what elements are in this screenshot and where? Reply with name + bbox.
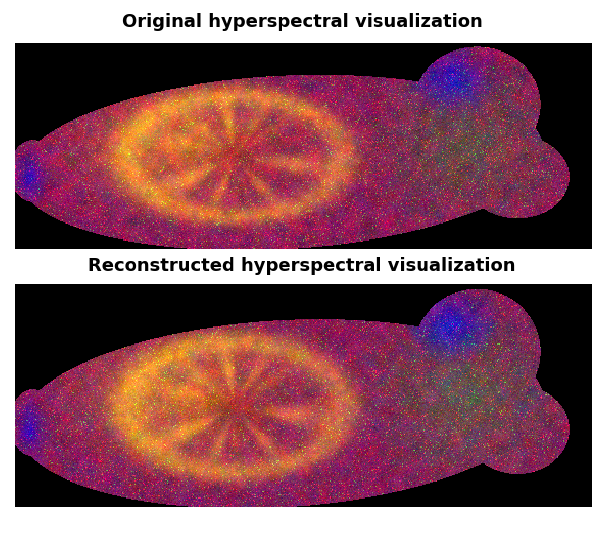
Text: Original hyperspectral visualization: Original hyperspectral visualization [121, 13, 483, 32]
Text: Reconstructed hyperspectral visualization: Reconstructed hyperspectral visualizatio… [88, 257, 516, 276]
